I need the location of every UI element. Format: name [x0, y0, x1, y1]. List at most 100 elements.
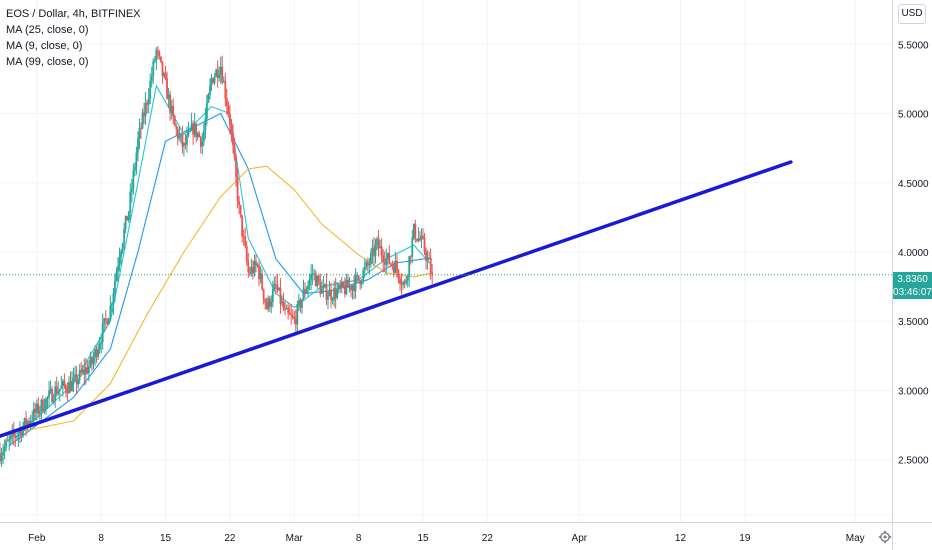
- candle-body: [80, 370, 83, 373]
- candle-body: [166, 78, 168, 100]
- candle: [363, 258, 366, 278]
- candle: [351, 283, 354, 300]
- candle-body: [331, 299, 334, 301]
- candle-body: [227, 106, 230, 115]
- candle: [425, 247, 427, 270]
- candle-body: [308, 279, 311, 286]
- candle: [95, 345, 98, 363]
- symbol-title[interactable]: EOS / Dollar, 4h, BITFINEX: [6, 8, 141, 20]
- candle-body: [48, 390, 50, 398]
- candle-body: [164, 73, 167, 79]
- candle-body: [183, 143, 185, 147]
- candle: [281, 295, 283, 307]
- candle-body: [147, 98, 150, 105]
- candle: [156, 46, 159, 60]
- candle-body: [408, 256, 411, 277]
- legend-ma99[interactable]: MA (99, close, 0): [6, 56, 89, 68]
- candle-body: [190, 123, 193, 131]
- candle-body: [281, 301, 283, 304]
- x-tick-label: May: [846, 533, 865, 544]
- candle-body: [3, 446, 6, 453]
- candle-body: [78, 370, 81, 381]
- candle: [12, 421, 15, 446]
- candle: [373, 236, 375, 267]
- bar-countdown: 03:46:07: [893, 287, 932, 298]
- candle-body: [425, 251, 427, 261]
- candle-body: [66, 391, 69, 394]
- candle: [224, 72, 227, 107]
- candle: [213, 72, 216, 86]
- candle-body: [201, 141, 204, 147]
- candle: [417, 227, 420, 243]
- candle: [365, 260, 368, 270]
- y-tick-label: 3.0000: [898, 386, 929, 397]
- candle-body: [75, 374, 78, 385]
- candle-body: [274, 283, 277, 285]
- candle-body: [117, 265, 119, 273]
- candle: [3, 439, 6, 460]
- candle-body: [89, 357, 92, 367]
- candle-body: [399, 278, 401, 284]
- candle: [114, 273, 116, 302]
- candle-body: [218, 74, 221, 78]
- candle: [264, 298, 267, 310]
- candle-body: [297, 300, 300, 305]
- candle: [158, 50, 161, 60]
- candle-body: [392, 265, 395, 273]
- candle: [167, 87, 170, 108]
- candle: [130, 178, 133, 203]
- candle-body: [284, 309, 286, 311]
- trendline-layer[interactable]: [0, 160, 793, 438]
- candle-body: [320, 288, 323, 294]
- candle: [353, 275, 355, 300]
- candle-body: [422, 235, 424, 238]
- candle-body: [61, 380, 64, 386]
- candle: [350, 285, 352, 298]
- candle: [176, 126, 179, 146]
- candle-body: [71, 380, 73, 392]
- candle: [9, 434, 12, 446]
- candle-body: [397, 270, 400, 279]
- candle-body: [0, 452, 1, 462]
- candle-body: [40, 399, 43, 411]
- candlestick-series: [0, 46, 434, 467]
- candle-body: [46, 397, 49, 399]
- candle: [80, 362, 83, 377]
- legend-ma25[interactable]: MA (25, close, 0): [6, 24, 89, 36]
- candle-body: [345, 279, 348, 294]
- candle-body: [368, 263, 371, 266]
- candle: [411, 229, 414, 263]
- candle-body: [170, 105, 173, 113]
- candle: [172, 98, 175, 124]
- candle-body: [94, 349, 96, 358]
- candle: [175, 123, 178, 136]
- candle-body: [133, 166, 136, 171]
- candle-body: [261, 273, 263, 290]
- candle: [299, 297, 302, 313]
- candle-body: [222, 81, 225, 83]
- candle: [161, 61, 164, 84]
- candle-body: [153, 60, 156, 62]
- candle-body: [58, 388, 61, 392]
- candle-body: [181, 134, 184, 147]
- candle-body: [230, 124, 233, 133]
- candle-body: [25, 418, 27, 426]
- support-trendline[interactable]: [0, 160, 793, 438]
- candle: [120, 249, 122, 265]
- currency-button[interactable]: USD: [898, 4, 926, 24]
- candle: [389, 262, 392, 268]
- legend-ma9[interactable]: MA (9, close, 0): [6, 40, 83, 52]
- gear-icon[interactable]: [878, 530, 892, 544]
- candle-body: [19, 429, 21, 434]
- candle-body: [403, 282, 406, 284]
- candle-body: [262, 289, 265, 300]
- candle-body: [224, 81, 227, 99]
- candle-body: [242, 236, 245, 238]
- candle: [371, 239, 374, 264]
- candle: [302, 279, 305, 301]
- candle: [201, 132, 204, 155]
- candle: [308, 273, 311, 291]
- candle-body: [124, 216, 127, 229]
- candle-body: [267, 298, 270, 309]
